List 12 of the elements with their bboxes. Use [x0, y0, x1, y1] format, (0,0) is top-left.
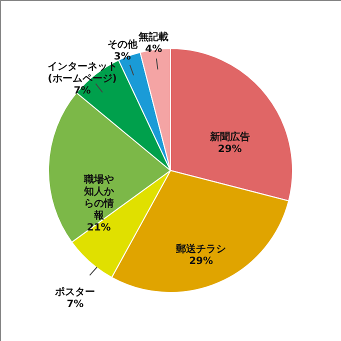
slice-label: インターネット(ホームページ)	[47, 61, 118, 84]
slice-label: 郵送チラシ	[175, 243, 226, 256]
slice-label: その他	[107, 38, 138, 50]
slice-label: ポスター	[54, 286, 96, 298]
slice-label: 職場や知人からの情報	[82, 174, 115, 222]
slice-label: 無記載	[138, 30, 169, 43]
data-label: 3%	[114, 51, 131, 62]
slice-label: 新聞広告	[208, 131, 250, 144]
data-label: 7%	[66, 298, 84, 310]
data-label: 4%	[145, 44, 162, 55]
data-label: 29%	[189, 256, 214, 268]
data-label: 29%	[218, 144, 242, 156]
